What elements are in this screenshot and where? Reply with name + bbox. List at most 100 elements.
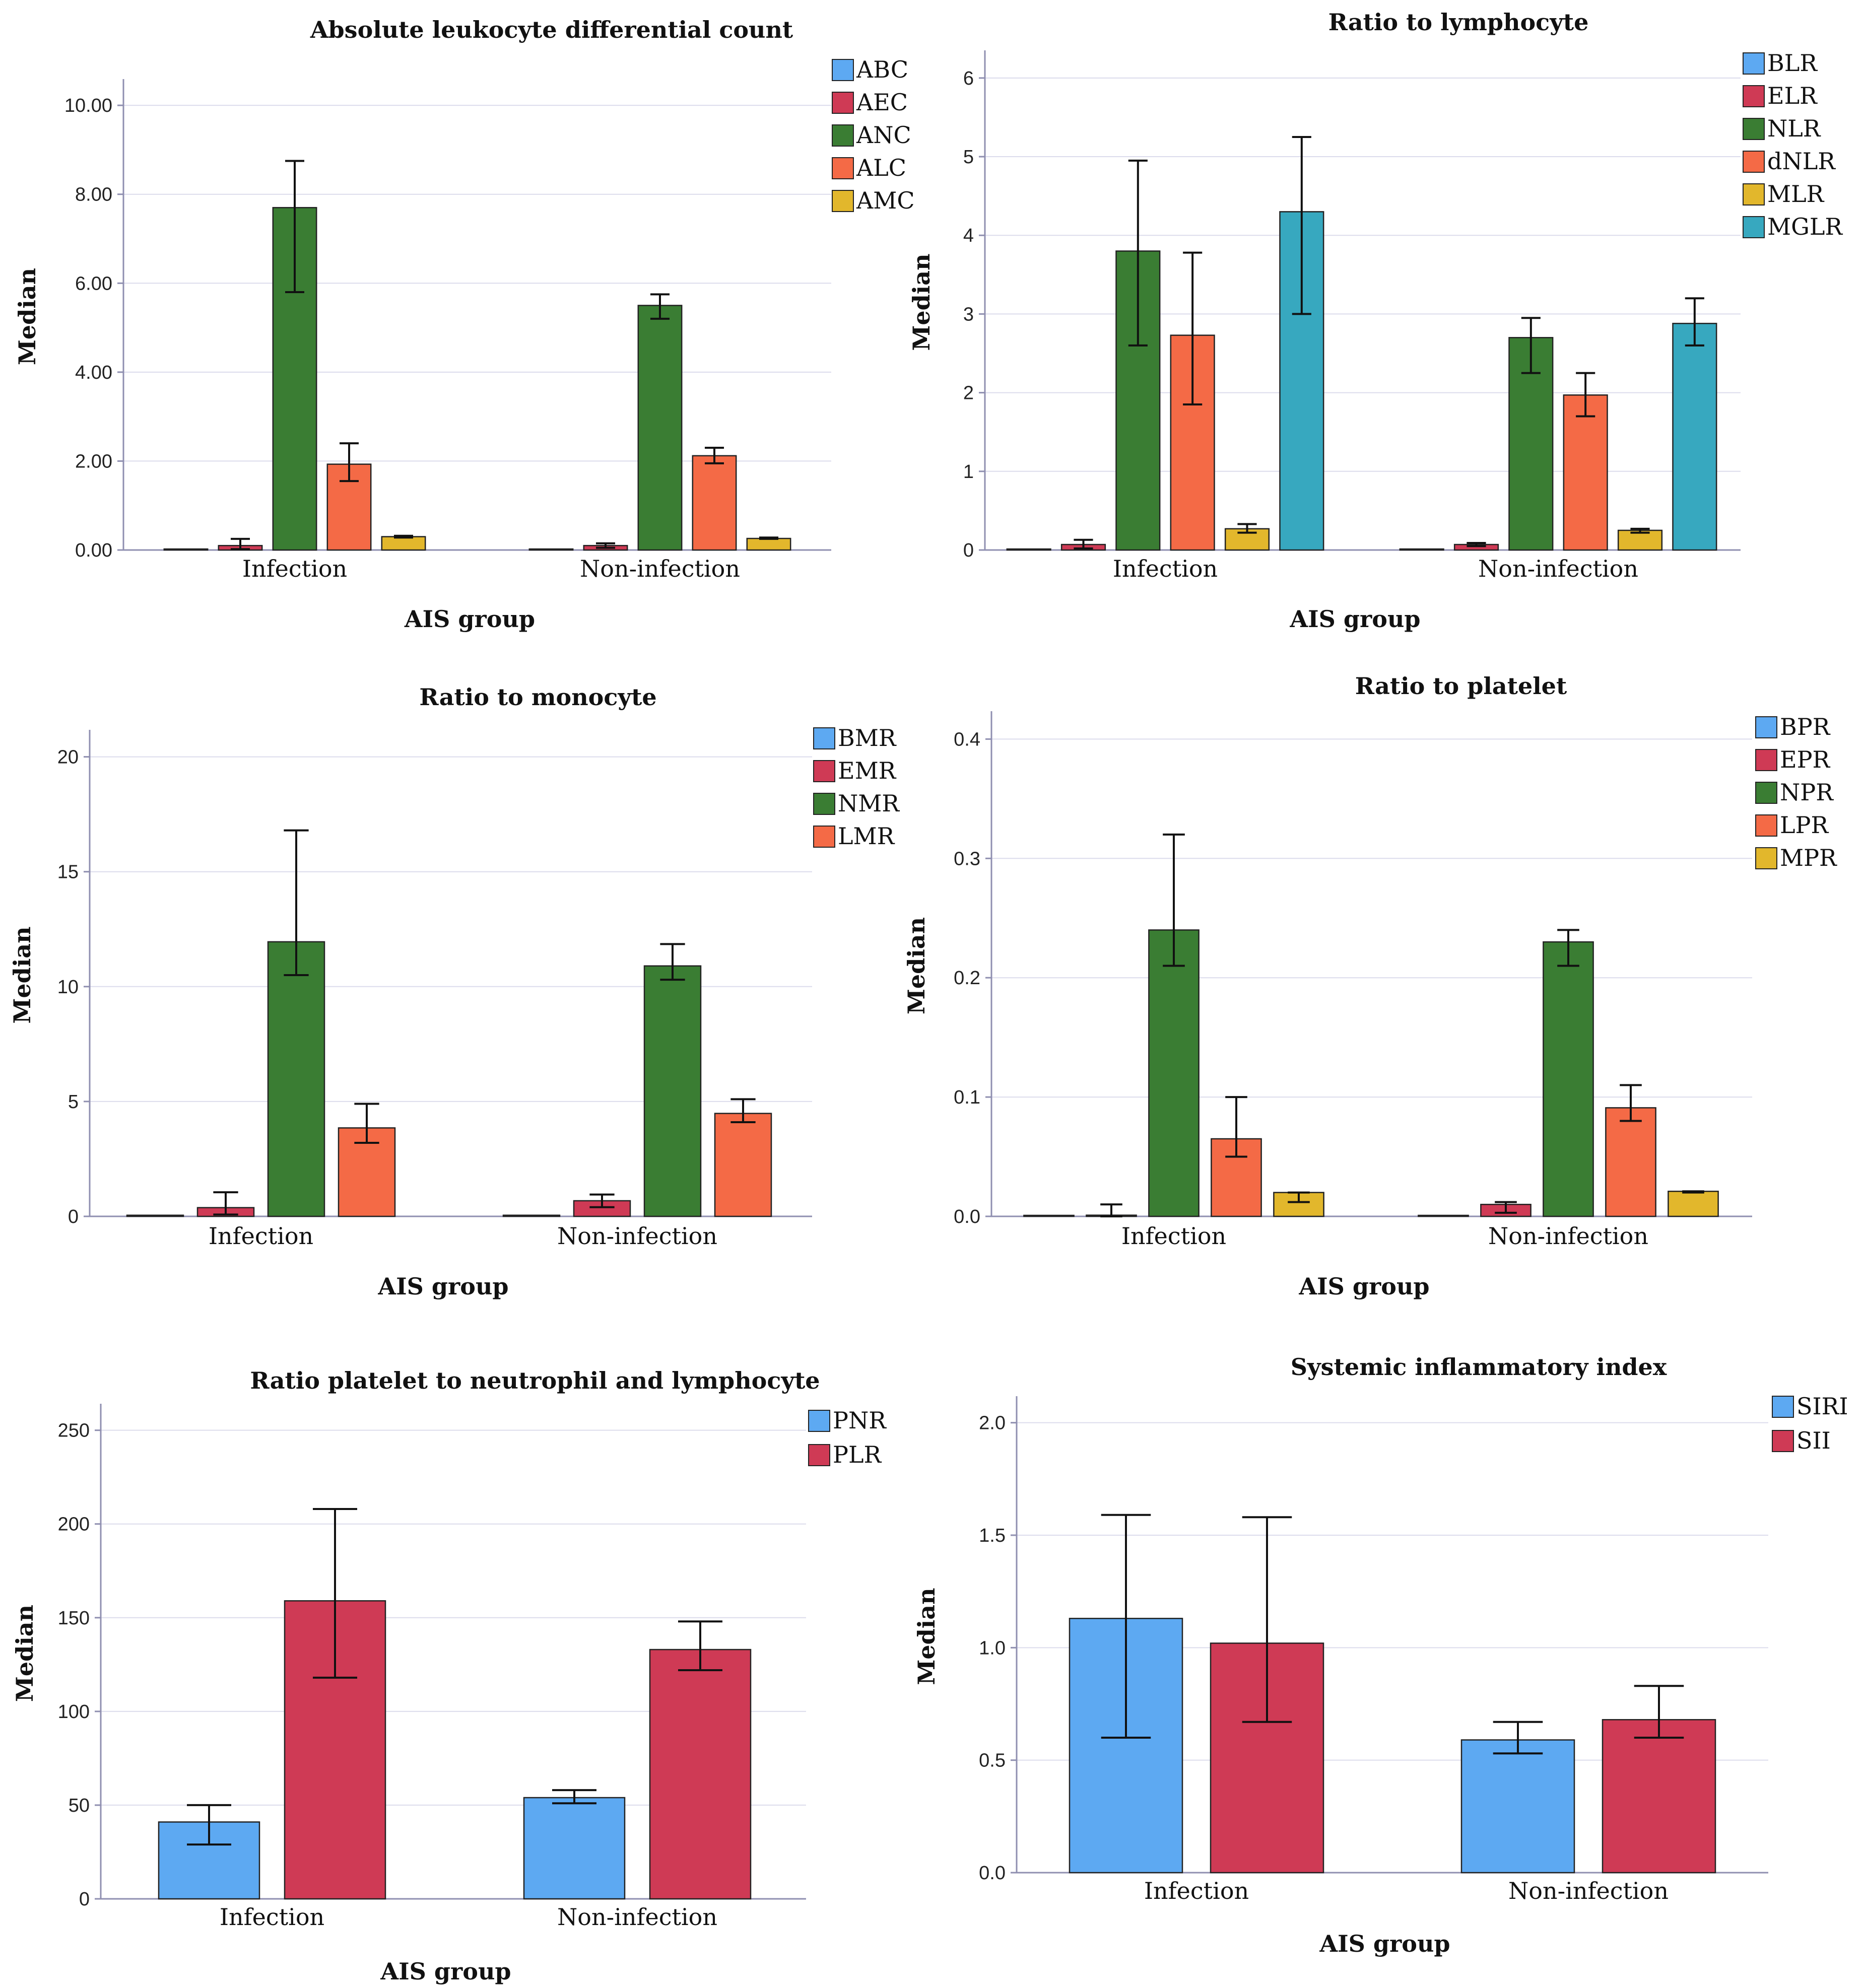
bar-bmr-non-infection [502, 1214, 561, 1217]
error-bar-alc [339, 442, 359, 483]
legend-label-emr: EMR [838, 757, 897, 784]
legend-swatch-bmr [813, 727, 835, 749]
chart-panel-1: Absolute leukocyte differential count 0.0… [14, 16, 915, 633]
chart-title: Ratio to monocyte [419, 683, 656, 711]
error-bar-siri [1493, 1721, 1543, 1755]
y-axis-label: Median [903, 917, 930, 1014]
x-tick-label: Non-infection [557, 1222, 717, 1250]
y-tick-label: 20 [57, 747, 79, 768]
legend-label-anc: ANC [856, 121, 911, 149]
legend-label-pnr: PNR [833, 1407, 887, 1434]
y-tick-label: 0.00 [75, 540, 112, 561]
legend-label-lpr: LPR [1780, 811, 1829, 839]
error-bar-pnr [552, 1789, 596, 1805]
bar-lmr-non-infection [714, 1113, 772, 1217]
legend-swatch-dnlr [1743, 151, 1765, 173]
bar-npr-infection [1148, 929, 1200, 1217]
x-axis-label: AIS group [380, 1958, 511, 1985]
legend-swatch-anc [832, 124, 854, 147]
y-tick-label: 5 [68, 1091, 79, 1113]
y-tick-label: 4 [963, 225, 974, 246]
legend-swatch-emr [813, 760, 835, 782]
legend-label-mlr: MLR [1767, 180, 1825, 208]
y-tick-label: 0 [79, 1889, 90, 1910]
chart-panel-3: Ratio to monocyte 0 5 10 15 20 Infection Non-in… [9, 683, 900, 1300]
legend-swatch-abc [832, 59, 854, 81]
chart-title: Absolute leukocyte differential count [310, 16, 793, 43]
y-tick-label: 6.00 [75, 273, 112, 294]
legend-swatch-bpr [1755, 716, 1777, 738]
x-tick-label: Non-infection [1508, 1877, 1669, 1904]
y-tick-label: 8.00 [75, 184, 112, 205]
x-tick-label: Infection [209, 1222, 313, 1250]
legend: SIRI SII [1772, 1393, 1848, 1454]
legend: BLR ELR NLR dNLR MLR MGLR [1743, 49, 1843, 240]
legend-swatch-mlr [1743, 183, 1765, 205]
y-tick-label: 0.1 [954, 1087, 980, 1108]
error-bar-mlr [1237, 523, 1257, 534]
y-tick-label: 0.2 [954, 968, 980, 989]
error-bar-elr [1467, 541, 1486, 547]
legend: ABC AEC ANC ALC AMC [832, 56, 915, 214]
x-axis-label: AIS group [1289, 605, 1420, 633]
y-tick-label: 0.0 [954, 1206, 980, 1227]
y-tick-label: 50 [69, 1795, 90, 1816]
y-axis-label: Median [11, 1605, 38, 1702]
x-tick-label: Non-infection [1488, 1222, 1648, 1250]
y-tick-label: 6 [963, 68, 974, 89]
legend: BMR EMR NMR LMR [813, 724, 900, 850]
bar-bpr-infection [1023, 1214, 1075, 1217]
x-axis-label: AIS group [377, 1273, 508, 1300]
error-bar-pnr [187, 1804, 231, 1846]
error-bar-mglr [1685, 297, 1704, 347]
bar-blr-infection [1006, 548, 1051, 551]
legend-label-dnlr: dNLR [1767, 148, 1836, 175]
x-tick-label: Non-infection [557, 1903, 717, 1931]
legend-swatch-mpr [1755, 847, 1777, 869]
y-tick-label: 0 [963, 540, 974, 561]
y-axis-label: Median [14, 268, 41, 365]
error-bar-aec [230, 537, 250, 551]
bar-amc-infection [381, 536, 426, 551]
y-axis-label: Median [908, 253, 935, 351]
legend-label-bmr: BMR [838, 724, 897, 751]
bar-nmr-infection [267, 941, 325, 1217]
x-axis-label: AIS group [1319, 1930, 1450, 1957]
x-tick-label: Infection [242, 555, 347, 582]
legend-swatch-mglr [1743, 216, 1765, 238]
legend-swatch-amc [832, 190, 854, 212]
y-axis-label: Median [913, 1588, 940, 1685]
bar-bmr-infection [126, 1214, 184, 1217]
chart-panel-4: Ratio to platelet 0.0 0.1 0.2 0.3 0.4 Infectio… [903, 672, 1837, 1300]
error-bar-lmr [354, 1103, 379, 1144]
y-tick-label: 200 [58, 1514, 90, 1535]
error-bar-npr [1163, 833, 1185, 967]
legend: BPR EPR NPR LPR MPR [1755, 713, 1837, 871]
legend-label-mglr: MGLR [1767, 213, 1843, 240]
error-bar-mglr [1292, 136, 1311, 315]
error-bar-mlr [1630, 527, 1650, 534]
error-bar-sii [1242, 1516, 1292, 1723]
error-bar-sii [1634, 1685, 1684, 1739]
chart-panel-6: Systemic inflammatory index 0.0 0.5 1.0 1.5 2… [913, 1353, 1848, 1957]
error-bar-nlr [1521, 317, 1541, 374]
error-bar-emr [213, 1191, 238, 1216]
legend-label-npr: NPR [1780, 779, 1834, 806]
error-bar-epr [1100, 1203, 1122, 1217]
legend-swatch-alc [832, 157, 854, 179]
chart-panel-2: Ratio to lymphocyte 0 1 2 3 4 5 6 Infection Non-i… [908, 9, 1843, 633]
bar-bpr-non-infection [1418, 1214, 1469, 1217]
chart-title: Ratio to lymphocyte [1328, 9, 1589, 36]
error-bar-anc [650, 293, 670, 320]
bar-abc-infection [163, 548, 209, 551]
bar-mpr-non-infection [1668, 1191, 1719, 1217]
error-bar-plr [678, 1620, 722, 1671]
error-bar-anc [285, 160, 305, 293]
legend-swatch-nlr [1743, 118, 1765, 140]
legend-label-alc: ALC [856, 154, 906, 181]
error-bar-mpr [1288, 1191, 1310, 1203]
bar-alc-non-infection [692, 455, 737, 551]
y-tick-label: 0.0 [979, 1863, 1006, 1884]
bar-pnr-non-infection [523, 1797, 626, 1900]
